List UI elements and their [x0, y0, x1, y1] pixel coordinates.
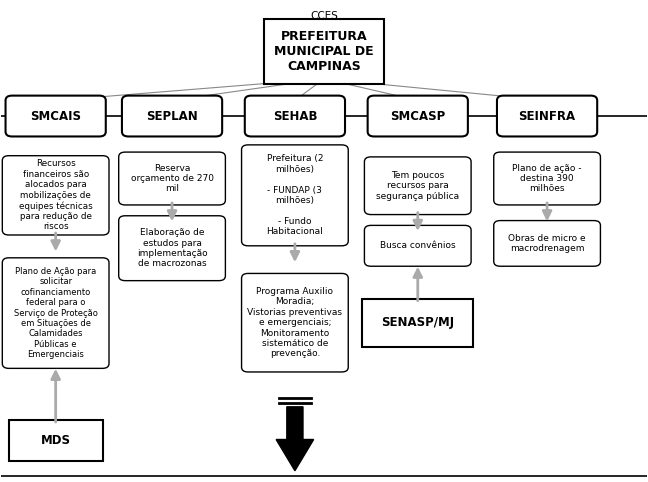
FancyBboxPatch shape — [119, 216, 226, 281]
Text: Plano de Ação para
solicitar
cofinanciamento
federal para o
Serviço de Proteção
: Plano de Ação para solicitar cofinanciam… — [14, 267, 98, 359]
Text: CCES: CCES — [310, 11, 338, 21]
FancyBboxPatch shape — [122, 95, 222, 136]
Text: Prefeitura (2
milhões)

- FUNDAP (3
milhões)

- Fundo
Habitacional: Prefeitura (2 milhões) - FUNDAP (3 milhõ… — [266, 154, 323, 236]
Text: PREFEITURA
MUNICIPAL DE
CAMPINAS: PREFEITURA MUNICIPAL DE CAMPINAS — [274, 30, 374, 73]
FancyBboxPatch shape — [494, 221, 601, 266]
FancyBboxPatch shape — [494, 152, 601, 205]
FancyBboxPatch shape — [364, 157, 471, 214]
FancyBboxPatch shape — [264, 19, 384, 83]
FancyBboxPatch shape — [6, 95, 106, 136]
FancyBboxPatch shape — [242, 145, 348, 246]
FancyBboxPatch shape — [364, 226, 471, 266]
Text: MDS: MDS — [41, 434, 71, 447]
FancyArrow shape — [276, 407, 314, 471]
FancyBboxPatch shape — [3, 156, 109, 235]
FancyBboxPatch shape — [362, 299, 474, 347]
FancyBboxPatch shape — [9, 420, 102, 461]
Text: SEHAB: SEHAB — [273, 109, 317, 122]
Text: SMCAIS: SMCAIS — [30, 109, 81, 122]
FancyBboxPatch shape — [497, 95, 597, 136]
FancyBboxPatch shape — [3, 258, 109, 368]
FancyBboxPatch shape — [245, 95, 345, 136]
FancyBboxPatch shape — [367, 95, 468, 136]
Text: SMCASP: SMCASP — [390, 109, 445, 122]
FancyBboxPatch shape — [242, 273, 348, 372]
Text: Reserva
orçamento de 270
mil: Reserva orçamento de 270 mil — [130, 163, 214, 193]
Text: Programa Auxilio
Moradia;
Vistorias preventivas
e emergenciais;
Monitoramento
si: Programa Auxilio Moradia; Vistorias prev… — [248, 287, 342, 359]
Text: Plano de ação -
destina 390
milhões: Plano de ação - destina 390 milhões — [513, 163, 582, 193]
Text: SEINFRA: SEINFRA — [518, 109, 575, 122]
Text: SEPLAN: SEPLAN — [146, 109, 198, 122]
Text: SENASP/MJ: SENASP/MJ — [381, 316, 454, 329]
FancyBboxPatch shape — [119, 152, 226, 205]
Text: Obras de micro e
macrodrenagem: Obras de micro e macrodrenagem — [508, 234, 586, 253]
Text: Recursos
financeiros são
alocados para
mobilizações de
equipes técnicas
para red: Recursos financeiros são alocados para m… — [19, 160, 93, 231]
Text: Busca convênios: Busca convênios — [380, 241, 456, 250]
Text: Tem poucos
recursos para
segurança pública: Tem poucos recursos para segurança públi… — [376, 171, 459, 201]
Text: Elaboração de
estudos para
implementação
de macrozonas: Elaboração de estudos para implementação… — [137, 228, 207, 268]
